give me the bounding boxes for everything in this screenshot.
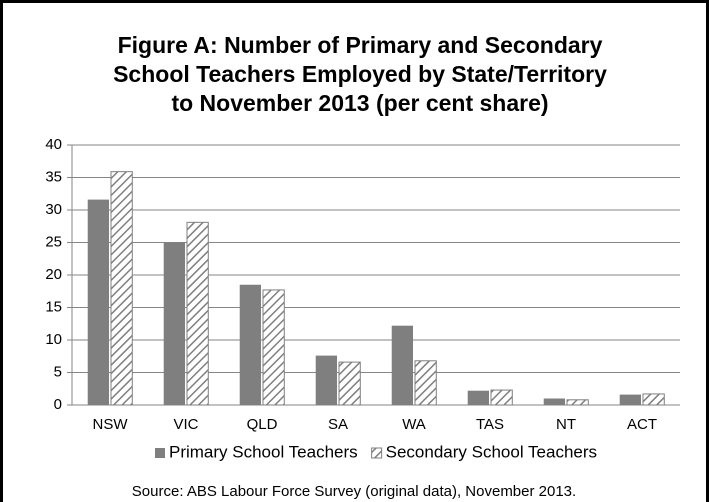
x-tick-label: VIC [173,416,198,433]
bar [110,171,133,406]
bar [239,284,261,405]
legend-label: Primary School Teachers [169,442,358,461]
y-tick-label: 35 [45,168,62,185]
legend-swatch [371,447,383,459]
y-tick-label: 20 [45,266,62,283]
y-tick-label: 0 [54,396,62,413]
source-note: Source: ABS Labour Force Survey (origina… [132,483,576,500]
x-tick-label: QLD [247,416,278,433]
bar [163,242,185,405]
legend-label: Secondary School Teachers [386,442,597,461]
x-tick-label: NSW [93,416,129,433]
chart-title: Figure A: Number of Primary and Secondar… [118,32,603,58]
bar [186,221,209,406]
chart-title: to November 2013 (per cent share) [171,90,548,116]
bar [262,289,285,406]
bar [391,325,413,405]
y-tick-label: 30 [45,201,62,218]
y-tick-label: 40 [45,136,62,153]
y-tick-label: 25 [45,233,62,250]
bar [315,355,337,405]
x-tick-label: WA [402,416,426,433]
bar [338,361,361,406]
y-tick-label: 15 [45,298,62,315]
x-tick-label: TAS [476,416,504,433]
x-tick-label: SA [328,416,348,433]
bar [642,393,665,406]
bar [619,394,641,405]
bar [414,360,437,406]
x-tick-label: ACT [627,416,657,433]
x-tick-label: NT [556,416,576,433]
bar [87,199,109,405]
y-tick-label: 5 [54,363,62,380]
bar [467,390,489,405]
bar [543,398,565,405]
legend-swatch [154,448,165,458]
bar [490,389,513,406]
y-tick-label: 10 [45,331,62,348]
chart-title: School Teachers Employed by State/Territ… [113,61,607,87]
bar [566,399,589,406]
